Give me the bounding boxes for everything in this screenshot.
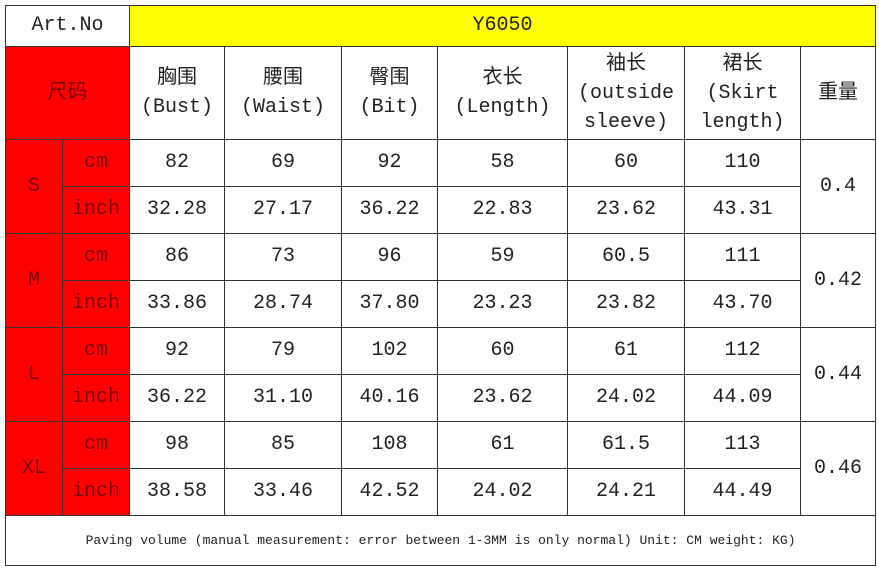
column-header: 腰围 (Waist) <box>224 46 343 140</box>
art-value: Y6050 <box>129 5 877 47</box>
column-zh: 胸围 <box>157 67 198 90</box>
column-zh: 袖长 <box>606 52 647 76</box>
measurement: 37.80 <box>341 280 439 328</box>
measurement: 110 <box>684 139 802 187</box>
measurement: 86 <box>129 233 226 281</box>
measurement: 33.46 <box>224 468 343 516</box>
measurement: 31.10 <box>224 374 343 422</box>
measurement: 44.49 <box>684 468 802 516</box>
data-row: inch 32.28 27.17 36.22 22.83 23.62 43.31 <box>6 186 876 234</box>
measurement: 24.02 <box>567 374 686 422</box>
weight-label: 重量 <box>800 46 877 140</box>
measurement: 61.5 <box>567 421 686 469</box>
unit: inch <box>61 186 131 234</box>
measurement: 98 <box>129 421 226 469</box>
measurement: 85 <box>224 421 343 469</box>
size-table: Art.No Y6050 尺码 胸围 (Bust) 腰围 (Waist) 臀围 (Bit) 衣… <box>4 5 877 566</box>
column-en: (Waist) <box>241 96 326 119</box>
measurement: 36.22 <box>341 186 439 234</box>
art-label: Art.No <box>4 5 131 47</box>
footer-row: Paving volume (manual measurement: error… <box>4 515 877 566</box>
unit: cm <box>61 233 131 281</box>
measurement: 43.70 <box>684 280 802 328</box>
column-en: (Length) <box>454 96 551 119</box>
column-header: 胸围 (Bust) <box>129 46 226 140</box>
measurement: 112 <box>684 327 802 375</box>
measurement: 22.83 <box>437 186 569 234</box>
measurement: 61 <box>437 421 569 469</box>
unit: cm <box>61 421 131 469</box>
measurement: 60 <box>437 327 569 375</box>
data-row: inch 33.86 28.74 37.80 23.23 23.82 43.70 <box>6 280 876 328</box>
measurement: 23.23 <box>437 280 569 328</box>
measurement: 82 <box>129 139 226 187</box>
weight: 0.4 <box>800 139 877 234</box>
size-label: 尺码 <box>4 46 131 140</box>
measurement: 92 <box>129 327 226 375</box>
column-header: 袖长 (outside sleeve) <box>567 46 686 140</box>
measurement: 61 <box>567 327 686 375</box>
measurement: 102 <box>341 327 439 375</box>
measurement: 58 <box>437 139 569 187</box>
measurement: 60.5 <box>567 233 686 281</box>
unit: inch <box>61 280 131 328</box>
measurement: 69 <box>224 139 343 187</box>
measurement: 36.22 <box>129 374 226 422</box>
header-row: 尺码 胸围 (Bust) 腰围 (Waist) 臀围 (Bit) 衣长 (Length) 袖长 (o… <box>4 46 877 140</box>
column-en: (Bit) <box>359 96 420 119</box>
unit: cm <box>61 327 131 375</box>
measurement: 40.16 <box>341 374 439 422</box>
measurement: 28.74 <box>224 280 343 328</box>
size: XL <box>5 421 63 516</box>
measurement: 24.21 <box>567 468 686 516</box>
column-en: (Skirt length) <box>700 81 785 134</box>
unit: cm <box>61 139 131 187</box>
measurement: 113 <box>684 421 802 469</box>
unit: inch <box>61 374 131 422</box>
column-zh: 裙长 <box>722 52 763 76</box>
measurement: 38.58 <box>129 468 226 516</box>
column-header: 臀围 (Bit) <box>341 46 439 140</box>
measurement: 73 <box>224 233 343 281</box>
measurement: 108 <box>341 421 439 469</box>
column-en: (outside sleeve) <box>578 81 675 134</box>
unit: inch <box>61 468 131 516</box>
measurement: 43.31 <box>684 186 802 234</box>
measurement: 79 <box>224 327 343 375</box>
measurement: 111 <box>684 233 802 281</box>
measurement: 33.86 <box>129 280 226 328</box>
weight: 0.42 <box>800 233 877 328</box>
measurement: 27.17 <box>224 186 343 234</box>
size: S <box>5 139 63 234</box>
measurement: 23.82 <box>567 280 686 328</box>
measurement: 92 <box>341 139 439 187</box>
measurement: 60 <box>567 139 686 187</box>
measurement: 96 <box>341 233 439 281</box>
data-row: inch 38.58 33.46 42.52 24.02 24.21 44.49 <box>6 468 876 516</box>
column-zh: 腰围 <box>263 67 304 90</box>
column-header: 裙长 (Skirt length) <box>684 46 802 140</box>
measurement: 23.62 <box>437 374 569 422</box>
measurement: 24.02 <box>437 468 569 516</box>
size: M <box>5 233 63 328</box>
measurement: 32.28 <box>129 186 226 234</box>
measurement: 23.62 <box>567 186 686 234</box>
column-en: (Bust) <box>141 96 214 119</box>
column-header: 衣长 (Length) <box>437 46 569 140</box>
column-zh: 臀围 <box>369 67 410 90</box>
footer-note: Paving volume (manual measurement: error… <box>4 515 877 566</box>
data-row: inch 36.22 31.10 40.16 23.62 24.02 44.09 <box>6 374 876 422</box>
measurement: 42.52 <box>341 468 439 516</box>
measurement: 59 <box>437 233 569 281</box>
weight: 0.46 <box>800 421 877 516</box>
column-zh: 衣长 <box>482 67 523 90</box>
measurement: 44.09 <box>684 374 802 422</box>
size: L <box>5 327 63 422</box>
data-row: XL cm 98 85 108 61 61.5 113 0.46 <box>5 421 877 516</box>
weight: 0.44 <box>800 327 877 422</box>
